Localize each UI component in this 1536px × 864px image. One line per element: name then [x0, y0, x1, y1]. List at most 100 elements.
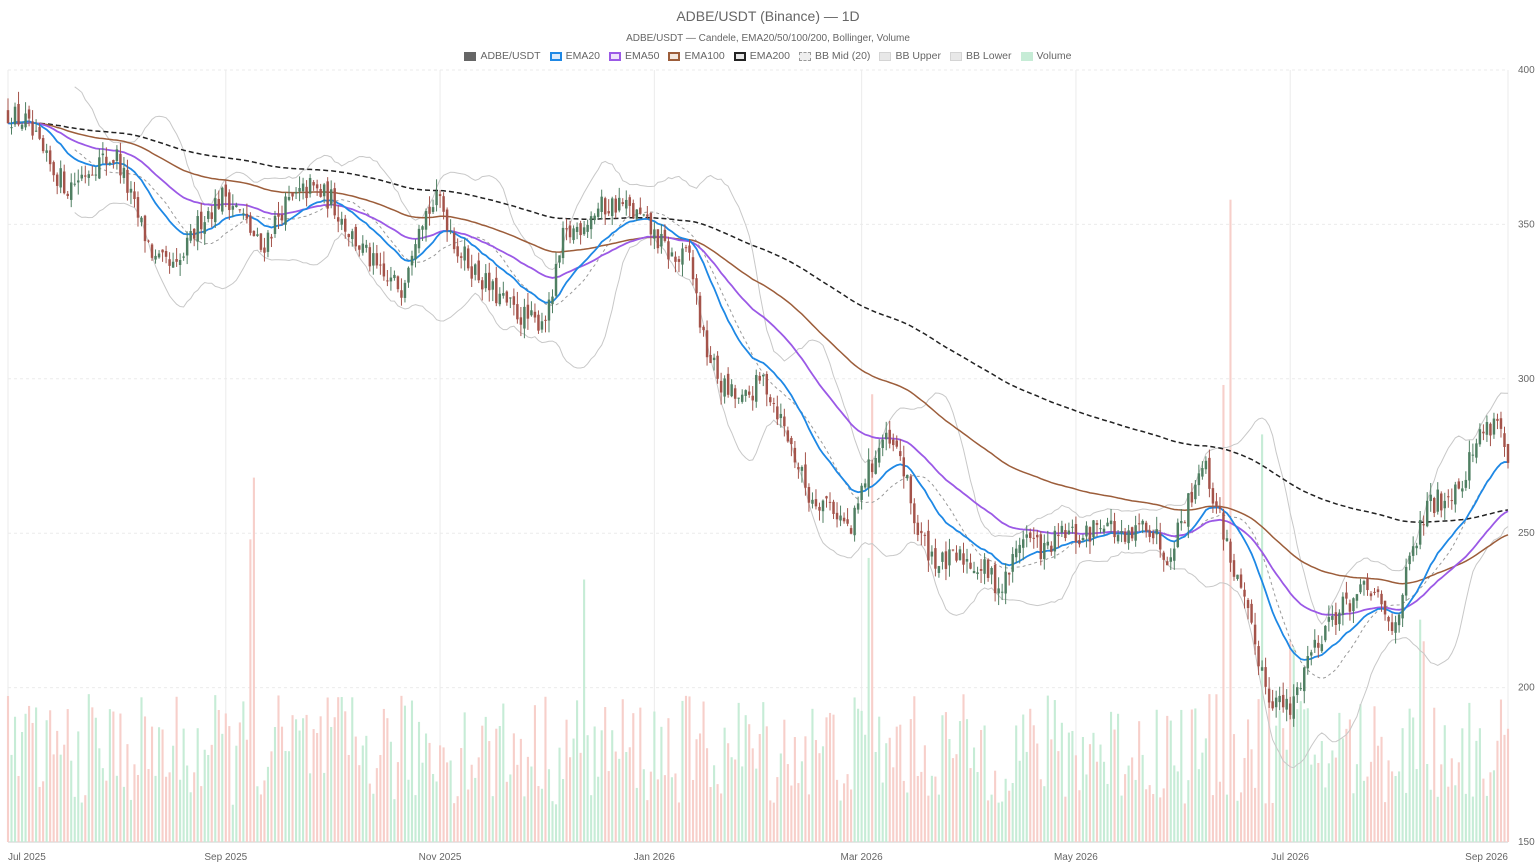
candle-body [526, 304, 530, 319]
volume-bar [379, 754, 382, 842]
volume-bar [951, 758, 955, 842]
volume-bar [365, 735, 368, 842]
volume-bar [1275, 725, 1278, 842]
volume-bar [1310, 764, 1313, 842]
candle [698, 292, 702, 334]
candle [1243, 582, 1246, 609]
volume-bar [94, 717, 97, 842]
candle [762, 374, 765, 387]
volume-bar [1095, 761, 1099, 842]
legend-item[interactable]: Volume [1020, 50, 1072, 62]
volume-bar [762, 702, 765, 842]
candle [653, 222, 656, 250]
bb-upper-line [74, 86, 1508, 625]
ema200-line [8, 122, 1509, 524]
candle-body [210, 212, 213, 219]
candle [1127, 524, 1130, 550]
legend-item[interactable]: EMA200 [733, 50, 790, 62]
candle [846, 508, 849, 527]
candle [1296, 682, 1299, 704]
candle [1144, 520, 1148, 538]
candle [91, 165, 94, 176]
candle [744, 389, 747, 402]
volume-bar [744, 715, 747, 842]
candle [445, 207, 449, 242]
candle [491, 279, 495, 302]
volume-bar [158, 727, 161, 842]
legend-item[interactable]: EMA50 [609, 50, 659, 62]
volume-bar [551, 801, 554, 842]
volume-bar [1489, 772, 1492, 842]
candle [245, 203, 249, 224]
candle-body [1176, 522, 1180, 548]
legend-item[interactable]: BB Mid (20) [799, 50, 870, 62]
candle [821, 499, 825, 523]
candle-body [20, 124, 24, 129]
candle [1053, 525, 1057, 559]
candle-body [828, 501, 832, 503]
volume-bar [983, 725, 986, 842]
candle [1288, 696, 1292, 720]
candle [804, 452, 807, 496]
volume-bar [885, 743, 888, 842]
volume-bar [934, 776, 937, 842]
chart-legend[interactable]: ADBE/USDT EMA20 EMA50 EMA100 EMA200 BB Mid (2… [0, 50, 1536, 62]
volume-bar [66, 709, 69, 842]
candle-body [1134, 525, 1137, 541]
candle-body [804, 464, 807, 488]
volume-bar [200, 786, 203, 842]
candle [892, 433, 895, 452]
volume-bar [656, 779, 659, 842]
volume-bar [186, 765, 189, 842]
candle-body [87, 174, 91, 178]
candle-body [252, 230, 256, 237]
volume-bar [1341, 738, 1344, 842]
candle [308, 174, 312, 198]
legend-item[interactable]: BB Upper [879, 50, 941, 62]
candle-body [256, 234, 259, 236]
candle-body [277, 213, 280, 217]
legend-item[interactable]: EMA20 [549, 50, 600, 62]
volume-bar [456, 796, 459, 842]
volume-bar [554, 804, 558, 842]
candle [849, 525, 853, 535]
candle-body [895, 440, 898, 447]
volume-bar [544, 696, 547, 842]
candle [1457, 478, 1461, 490]
candle [1250, 599, 1253, 625]
volume-bar [1180, 709, 1183, 842]
legend-item[interactable]: EMA100 [668, 50, 725, 62]
volume-bar [1243, 757, 1246, 842]
candle-body [178, 259, 182, 265]
candle-body [315, 184, 319, 189]
candle [554, 252, 558, 298]
candle [284, 192, 287, 231]
ema20-line [7, 120, 1509, 661]
candle-body [909, 476, 913, 504]
candle [1246, 597, 1250, 620]
volume-bar [920, 771, 923, 842]
candle-body [1334, 612, 1338, 625]
volume-bar [1064, 796, 1067, 842]
candle [403, 279, 407, 303]
candle [1190, 483, 1194, 508]
candle [315, 179, 319, 196]
candle [712, 353, 716, 371]
candle [688, 239, 691, 261]
volume-bar [477, 757, 480, 842]
candle-body [161, 249, 164, 253]
candle [1151, 530, 1155, 545]
volume-bar [1352, 793, 1355, 842]
legend-item[interactable]: BB Lower [949, 50, 1012, 62]
candle [185, 231, 189, 265]
candle [24, 102, 27, 131]
candle [1176, 518, 1180, 549]
volume-bar [748, 724, 751, 842]
candle-body [997, 588, 1000, 594]
volume-bar [1447, 786, 1450, 842]
candle-body [1306, 656, 1309, 669]
candle-body [1338, 612, 1341, 625]
legend-item[interactable]: ADBE/USDT [464, 50, 541, 62]
volume-bar [126, 744, 129, 842]
x-tick-label: Mar 2026 [841, 852, 884, 863]
